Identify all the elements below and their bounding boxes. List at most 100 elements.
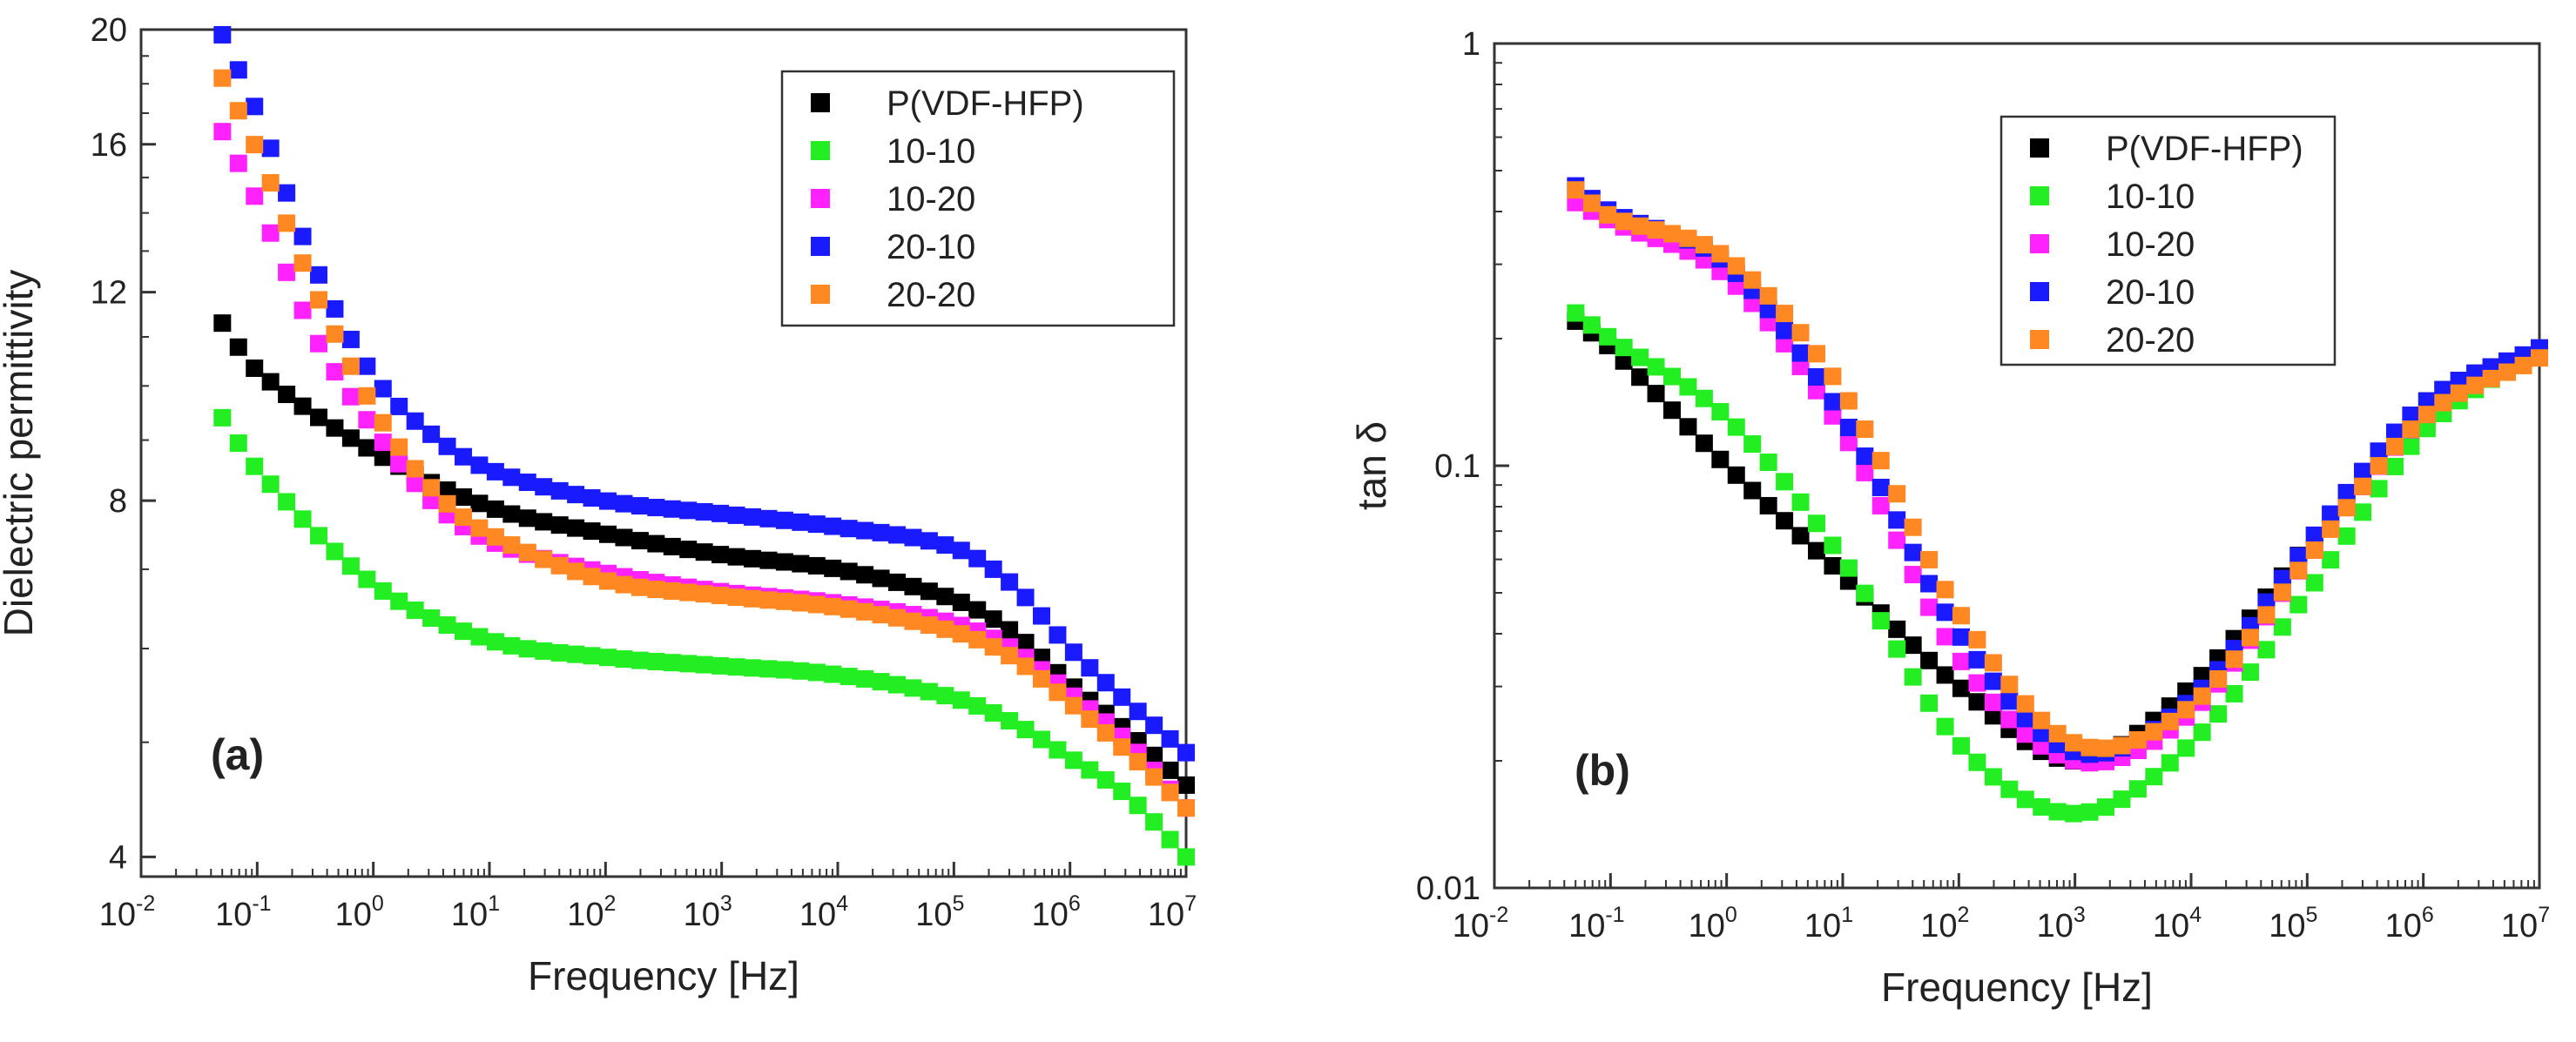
data-point xyxy=(1016,634,1035,652)
data-point xyxy=(872,673,890,691)
data-point xyxy=(246,136,264,154)
data-point xyxy=(518,474,536,492)
data-point xyxy=(2322,505,2340,523)
data-point xyxy=(1727,466,1745,484)
data-point xyxy=(2033,797,2051,816)
data-point xyxy=(246,457,264,475)
data-point xyxy=(213,25,232,44)
data-point xyxy=(406,412,424,430)
data-point xyxy=(246,187,264,205)
data-point xyxy=(422,479,441,497)
data-point xyxy=(2354,503,2372,521)
data-point xyxy=(1839,392,1858,410)
data-point xyxy=(278,493,296,511)
legend-entry: 20-10 xyxy=(887,228,975,266)
data-point xyxy=(2242,663,2259,682)
data-point xyxy=(310,291,327,309)
data-point xyxy=(535,550,553,568)
data-point xyxy=(1145,746,1163,764)
data-point xyxy=(390,454,408,473)
data-point xyxy=(1839,434,1858,452)
data-point xyxy=(2434,393,2452,412)
data-point xyxy=(583,522,601,541)
data-point xyxy=(807,556,826,575)
data-point xyxy=(518,543,536,561)
data-point xyxy=(293,254,312,272)
data-point xyxy=(2370,480,2388,498)
data-point xyxy=(679,541,698,559)
data-point xyxy=(341,330,360,348)
data-point xyxy=(278,263,296,281)
data-point xyxy=(984,560,1002,578)
series-20-20 xyxy=(1567,181,2548,757)
data-point xyxy=(1711,450,1730,468)
data-point xyxy=(759,591,778,609)
data-point xyxy=(952,541,970,560)
data-point xyxy=(679,583,698,602)
data-point xyxy=(1871,612,1890,630)
y-axis-title: tan δ xyxy=(1349,421,1394,510)
data-point xyxy=(1049,626,1067,644)
legend-swatch xyxy=(811,237,830,256)
data-point xyxy=(615,575,633,594)
data-point xyxy=(310,334,327,353)
data-point xyxy=(1743,481,1762,500)
data-point xyxy=(1791,344,1810,362)
data-point xyxy=(2386,437,2404,455)
data-point xyxy=(2322,520,2340,538)
x-axis-title: Frequency [Hz] xyxy=(1881,965,2153,1010)
data-point xyxy=(2209,670,2228,689)
x-tick-label: 105 xyxy=(915,891,964,933)
data-point xyxy=(679,655,698,673)
data-point xyxy=(1839,559,1858,577)
data-point xyxy=(261,224,280,242)
data-point xyxy=(984,610,1002,629)
data-point xyxy=(326,542,344,561)
data-point xyxy=(1631,348,1649,366)
data-point xyxy=(2016,725,2034,743)
data-point xyxy=(1647,385,1665,403)
series-P(VDF-HFP) xyxy=(213,314,1195,794)
data-point xyxy=(1856,447,1874,466)
data-point xyxy=(711,587,730,605)
data-point xyxy=(374,582,392,600)
data-point xyxy=(2273,618,2291,636)
data-point xyxy=(1984,654,2002,672)
series-20-20 xyxy=(213,69,1195,817)
data-point xyxy=(1968,630,1986,649)
data-point xyxy=(1984,693,2002,711)
data-point xyxy=(1033,607,1050,625)
data-point xyxy=(1679,378,1697,396)
data-point xyxy=(341,557,360,575)
data-point xyxy=(1599,327,1617,346)
data-point xyxy=(1791,324,1810,342)
data-point xyxy=(1081,659,1099,677)
data-point xyxy=(920,616,938,635)
data-point xyxy=(663,537,681,555)
data-point xyxy=(936,620,954,638)
data-point xyxy=(229,338,247,356)
legend-box xyxy=(780,70,1176,327)
x-tick-label: 106 xyxy=(2385,903,2434,945)
data-point xyxy=(1791,527,1810,545)
x-tick-label: 10-2 xyxy=(99,891,156,933)
data-point xyxy=(1582,194,1601,212)
data-point xyxy=(406,460,424,478)
data-point xyxy=(1759,286,1777,305)
legend-entry: P(VDF-HFP) xyxy=(887,84,1084,123)
data-point xyxy=(1161,830,1179,849)
data-point xyxy=(1936,603,1954,622)
data-point xyxy=(486,528,504,546)
data-point xyxy=(2305,541,2323,559)
data-point xyxy=(1824,556,1842,575)
data-point xyxy=(358,439,376,457)
data-point xyxy=(293,397,312,415)
x-tick-label: 102 xyxy=(567,891,616,933)
data-point xyxy=(1129,753,1147,771)
data-point xyxy=(455,622,472,641)
data-point xyxy=(1968,650,1986,669)
legend: P(VDF-HFP) 10-10 10-20 20-10 20-20 xyxy=(1999,115,2337,366)
plot-frame xyxy=(139,28,1188,878)
